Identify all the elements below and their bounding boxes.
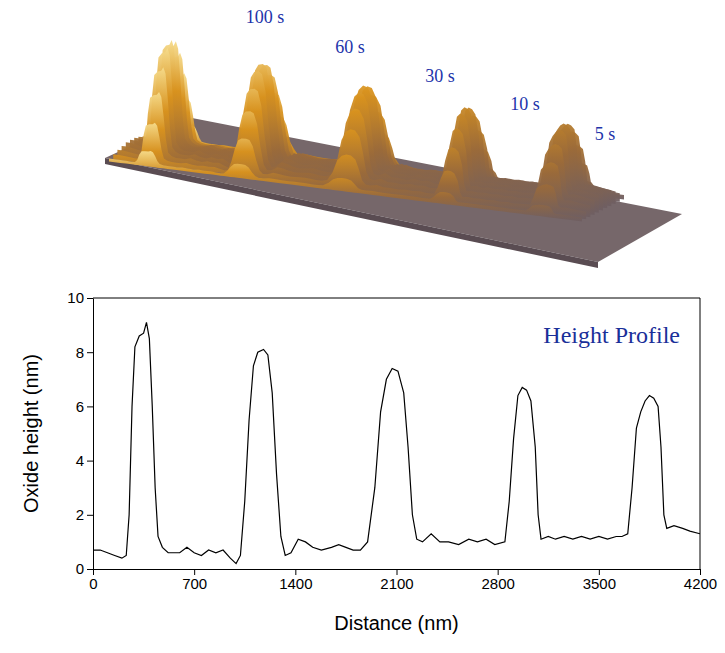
tick-label: 2100	[380, 575, 413, 592]
surface-view	[105, 40, 682, 268]
tick-mark	[87, 569, 93, 570]
tick: 10	[67, 289, 93, 306]
tick-label: 4	[76, 452, 84, 469]
tick-label: 1400	[279, 575, 312, 592]
frame	[93, 298, 700, 299]
tick-label: 8	[76, 344, 84, 361]
time-label: 10 s	[510, 94, 540, 114]
tick-label: 2800	[481, 575, 514, 592]
time-label: 100 s	[246, 7, 285, 27]
profile-line	[93, 322, 700, 563]
tick: 700	[182, 569, 207, 592]
y-axis-title: Oxide height (nm)	[20, 354, 42, 513]
surface-slice	[113, 123, 586, 220]
x-axis: 0 700 1400 2100 2800 3500 4200	[89, 569, 717, 592]
chart-title: Height Profile	[543, 322, 680, 348]
tick: 4	[76, 452, 93, 469]
tick-label: 700	[182, 575, 207, 592]
frame	[700, 298, 701, 569]
tick-mark	[87, 461, 93, 462]
tick-mark	[87, 515, 93, 516]
tick: 8	[76, 344, 93, 361]
figure: 100 s60 s30 s10 s5 s07001400210028003500…	[0, 0, 725, 653]
plot-area	[93, 322, 700, 563]
tick-mark	[87, 298, 93, 299]
surface-slice	[109, 151, 582, 221]
surface-slice	[117, 92, 590, 217]
tick-label: 3500	[583, 575, 616, 592]
x-axis-title: Distance (nm)	[334, 612, 458, 634]
tick: 6	[76, 398, 93, 415]
tick: 4200	[684, 569, 717, 592]
tick: 3500	[583, 569, 616, 592]
time-label: 30 s	[425, 66, 455, 86]
tick: 1400	[279, 569, 312, 592]
tick-label: 4200	[684, 575, 717, 592]
tick: 0	[89, 569, 97, 592]
tick: 2100	[380, 569, 413, 592]
y-axis: 0 2 4 6 8 10	[67, 289, 93, 577]
tick-label: 0	[89, 575, 97, 592]
tick: 0	[76, 560, 93, 577]
time-label: 5 s	[595, 124, 616, 144]
tick: 2	[76, 506, 93, 523]
tick-label: 10	[67, 289, 84, 306]
tick: 2800	[481, 569, 514, 592]
axis-line	[93, 299, 94, 570]
tick-mark	[87, 352, 93, 353]
tick-label: 2	[76, 506, 84, 523]
tick-mark	[87, 406, 93, 407]
tick-label: 0	[76, 560, 84, 577]
tick-label: 6	[76, 398, 84, 415]
time-label: 60 s	[335, 37, 365, 57]
